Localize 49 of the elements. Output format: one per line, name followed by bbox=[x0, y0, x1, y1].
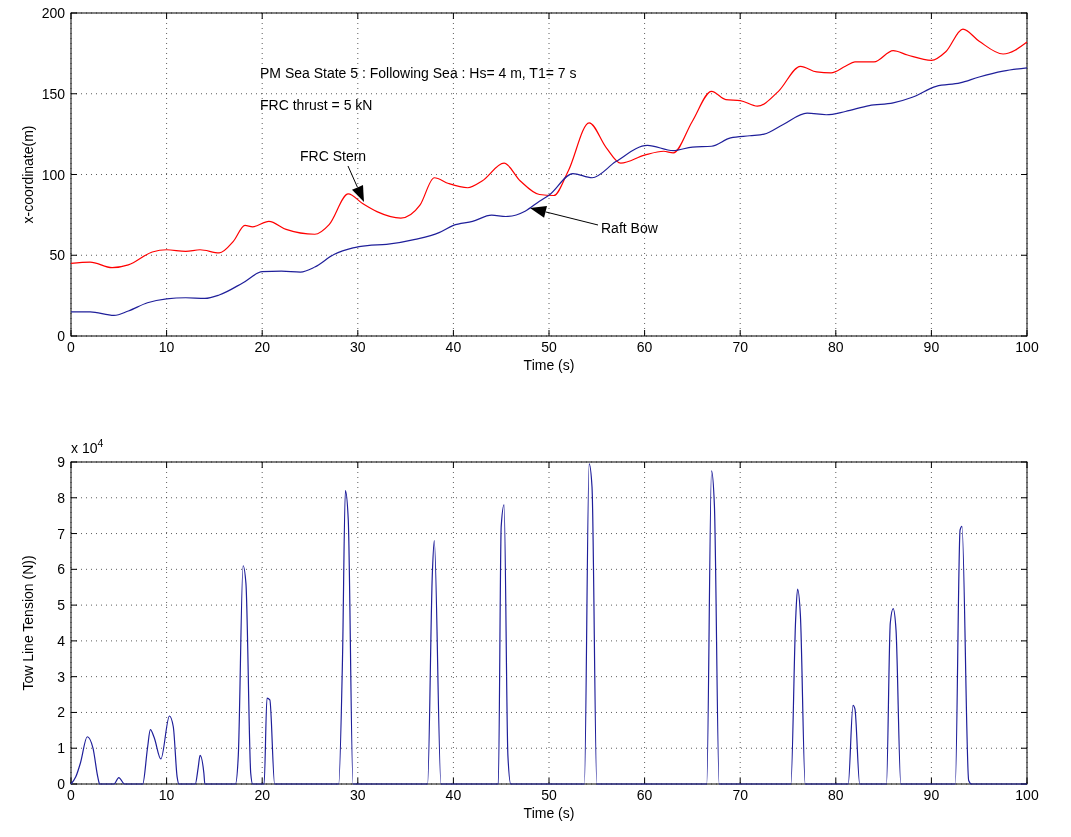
x-tick-label: 20 bbox=[254, 339, 271, 355]
x-tick-label: 80 bbox=[828, 787, 844, 803]
x-tick-label: 20 bbox=[254, 787, 271, 803]
annotation: PM Sea State 5 : Following Sea : Hs= 4 m, T1= 7 s bbox=[260, 65, 577, 81]
x-tick-label: 70 bbox=[732, 787, 749, 803]
annotation: Raft Bow bbox=[601, 220, 659, 236]
x-tick-label: 30 bbox=[350, 339, 366, 355]
y-tick-label: 100 bbox=[41, 166, 66, 183]
x-tick-label: 80 bbox=[828, 339, 844, 355]
x-tick-label: 90 bbox=[923, 787, 940, 803]
x-tick-label: 100 bbox=[1015, 339, 1039, 355]
line-series bbox=[70, 28, 1028, 269]
y-tick-label: 4 bbox=[57, 632, 66, 649]
y-axis-title: x-coordinate(m) bbox=[20, 125, 36, 224]
x-tick-label: 60 bbox=[636, 787, 653, 803]
y-tick-label: 8 bbox=[57, 489, 66, 506]
x-axis-title: Time (s) bbox=[523, 805, 575, 821]
x-tick-label: 30 bbox=[350, 787, 366, 803]
x-tick-label: 10 bbox=[158, 787, 175, 803]
x-tick-label: 70 bbox=[732, 339, 749, 355]
y-tick-label: 50 bbox=[49, 247, 66, 264]
y-tick-label: 9 bbox=[57, 454, 66, 470]
x-tick-label: 50 bbox=[541, 339, 557, 355]
x-tick-label: 90 bbox=[923, 339, 940, 355]
y-tick-label: 7 bbox=[57, 525, 66, 542]
y-tick-label: 2 bbox=[57, 704, 66, 721]
y-tick-label: 3 bbox=[57, 668, 66, 685]
y-tick-label: 6 bbox=[57, 561, 66, 578]
x-tick-label: 50 bbox=[541, 787, 557, 803]
y-tick-label: 150 bbox=[41, 85, 66, 102]
x-tick-label: 0 bbox=[67, 787, 76, 803]
x-tick-label: 40 bbox=[445, 339, 462, 355]
annotation: FRC thrust = 5 kN bbox=[260, 97, 373, 113]
y-axis-title: Tow Line Tension (N)) bbox=[20, 555, 36, 691]
x-axis-title: Time (s) bbox=[523, 357, 575, 373]
text: x 10$^{4}$ bbox=[71, 437, 104, 456]
line-series bbox=[70, 463, 1028, 785]
y-tick-label: 0 bbox=[57, 328, 66, 344]
y-tick-label: 1 bbox=[57, 740, 66, 757]
x-tick-label: 60 bbox=[636, 339, 653, 355]
y-tick-label: 0 bbox=[57, 776, 66, 792]
line-series bbox=[70, 67, 1028, 316]
x-tick-label: 40 bbox=[445, 787, 462, 803]
x-tick-label: 100 bbox=[1015, 787, 1039, 803]
x-tick-label: 0 bbox=[67, 339, 76, 355]
y-tick-label: 5 bbox=[57, 597, 66, 614]
annotation: FRC Stern bbox=[300, 148, 367, 164]
y-tick-label: 200 bbox=[41, 5, 66, 21]
x-tick-label: 10 bbox=[158, 339, 175, 355]
